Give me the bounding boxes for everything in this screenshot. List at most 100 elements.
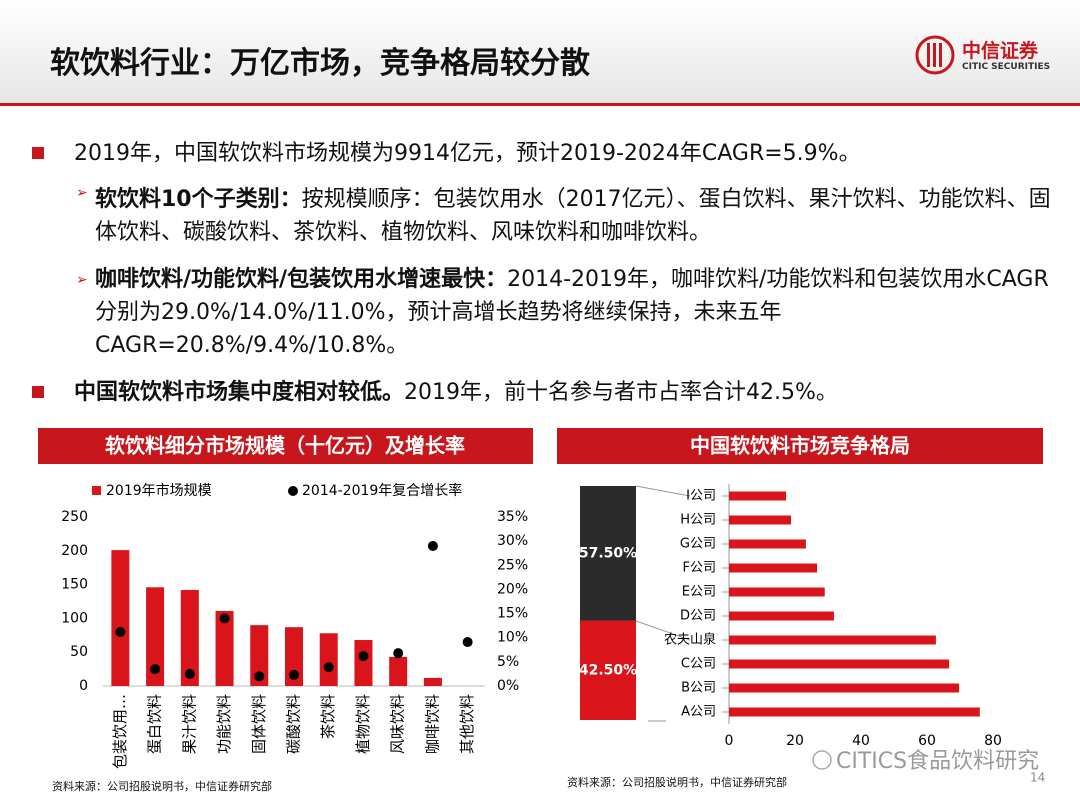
- y2-tick-label: 0%: [497, 678, 519, 694]
- dot: [462, 637, 473, 648]
- chart-banner: [557, 428, 1043, 464]
- y-tick-label: D公司: [680, 609, 716, 624]
- x-tick-label: 0: [725, 733, 734, 749]
- x-tick-label: 碳酸饮料: [285, 694, 303, 754]
- chart-banner: [38, 428, 533, 464]
- x-tick-label: 固体饮料: [250, 694, 268, 754]
- dot: [427, 540, 438, 551]
- y-tick-label: I公司: [686, 489, 716, 504]
- x-tick-label: 植物饮料: [354, 694, 372, 754]
- y2-tick-label: 5%: [497, 654, 519, 670]
- bar: [729, 587, 825, 597]
- bar: [319, 633, 338, 686]
- bar: [729, 683, 960, 693]
- y-tick-label: C公司: [681, 657, 716, 672]
- page-number: 14: [1030, 771, 1045, 785]
- logo-icon: [915, 35, 955, 75]
- text: 按规模顺序：包装饮用水（2017亿元）、蛋白饮料、果汁饮料、功能饮料、固体饮料、…: [95, 187, 1051, 245]
- y-tick-label: 200: [61, 543, 88, 559]
- y2-tick-label: 20%: [497, 581, 528, 597]
- y2-tick-label: 30%: [497, 533, 528, 549]
- y-tick-label: 150: [61, 577, 88, 593]
- bullet: [32, 147, 44, 159]
- x-tick-label: 蛋白饮料: [146, 694, 164, 754]
- bar: [215, 610, 234, 686]
- text: 2014-2019年，咖啡饮料/功能饮料和包装饮用水CAGR分别为29.0%/1…: [95, 267, 1049, 358]
- dot: [184, 668, 195, 679]
- dot: [150, 664, 161, 675]
- bullet-text: 2019年，中国软饮料市场规模为9914亿元，预计2019-2024年CAGR=…: [74, 141, 861, 166]
- bullet: [32, 386, 44, 398]
- slide-title: 软饮料行业：万亿市场，竞争格局较分散: [50, 46, 590, 81]
- y2-tick-label: 10%: [497, 630, 528, 646]
- sub-bullet: ➢: [76, 272, 88, 288]
- data-label: 57.50%: [579, 545, 637, 561]
- y-tick-label: 50: [70, 644, 88, 660]
- bar: [180, 590, 199, 686]
- x-tick-label: 咖啡饮料: [423, 694, 441, 754]
- header-bar: [0, 0, 1080, 103]
- stack-segment: [580, 486, 636, 621]
- dot: [219, 613, 230, 624]
- y-tick-label: 100: [61, 610, 88, 626]
- y-tick-label: B公司: [681, 681, 716, 696]
- bar: [423, 677, 442, 686]
- bold-text: 软饮料10个子类别：: [95, 187, 302, 212]
- watermark-icon: [812, 750, 832, 770]
- source: 资料来源：公司招股说明书，中信证券研究部: [52, 779, 272, 793]
- y-tick-label: 农夫山泉: [664, 632, 716, 648]
- bar: [354, 640, 373, 686]
- y-tick-label: A公司: [681, 705, 716, 720]
- x-tick-label: 20: [786, 733, 804, 749]
- dot: [289, 669, 299, 680]
- y-tick-label: 250: [61, 509, 88, 525]
- y2-tick-label: 35%: [497, 509, 528, 525]
- dot: [323, 662, 334, 673]
- sub-bullet: ➢: [76, 185, 88, 201]
- chart-title: 中国软饮料市场竞争格局: [690, 434, 910, 458]
- watermark: CITICS食品饮料研究: [836, 749, 1039, 774]
- logo-en: CITIC SECURITIES: [962, 62, 1051, 72]
- bold-text: 中国软饮料市场集中度相对较低。: [74, 380, 405, 405]
- source: 资料来源：公司招股说明书，中信证券研究部: [567, 775, 787, 789]
- legend-label: 2014-2019年复合增长率: [302, 482, 462, 499]
- bar: [729, 491, 787, 501]
- chart-title: 软饮料细分市场规模（十亿元）及增长率: [105, 434, 465, 458]
- bar: [285, 627, 303, 686]
- bar: [729, 539, 806, 549]
- dot: [358, 651, 369, 662]
- bar: [729, 611, 834, 621]
- y-tick-label: F公司: [683, 561, 716, 576]
- x-tick-label: 80: [984, 733, 1002, 749]
- stack-segment: [580, 620, 636, 720]
- text: 2019年，前十名参与者市占率合计42.5%。: [404, 380, 838, 405]
- legend-swatch: [92, 486, 101, 495]
- connector-lines: [635, 485, 691, 722]
- x-tick-label: 茶饮料: [319, 694, 337, 739]
- dot: [393, 648, 404, 659]
- bar: [729, 659, 950, 669]
- y-tick-label: G公司: [680, 537, 716, 552]
- data-label: 42.50%: [579, 662, 637, 678]
- x-tick-label: 风味饮料: [389, 694, 407, 754]
- x-tick-label: 功能饮料: [215, 694, 233, 754]
- bar: [729, 563, 818, 573]
- x-tick-label: 果汁饮料: [180, 694, 198, 754]
- x-tick-label: 其他饮料: [458, 694, 476, 754]
- x-tick-label: 60: [918, 733, 936, 749]
- bar: [250, 625, 269, 686]
- bar: [729, 515, 792, 525]
- x-tick-label: 包装饮用…: [111, 694, 129, 769]
- bar: [389, 656, 408, 686]
- bar: [146, 587, 165, 686]
- bar: [729, 635, 936, 645]
- bar: [729, 707, 980, 717]
- legend-swatch: [288, 486, 298, 496]
- bold-text: 咖啡饮料/功能饮料/包装饮用水增速最快：: [95, 267, 508, 292]
- bullet-text: 中国软饮料市场集中度相对较低。2019年，前十名参与者市占率合计42.5%。: [74, 376, 1064, 409]
- y-tick-label: E公司: [682, 585, 716, 600]
- dot: [254, 671, 265, 682]
- y-tick-label: H公司: [680, 513, 716, 528]
